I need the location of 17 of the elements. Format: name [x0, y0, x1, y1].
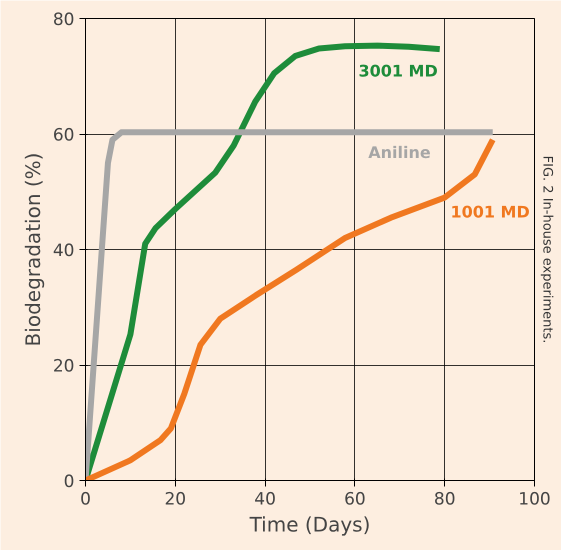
x-tick-label: 40 — [254, 490, 276, 510]
x-tick-label: 100 — [518, 490, 551, 510]
x-tick-label: 0 — [80, 490, 91, 510]
x-tick-label: 80 — [434, 490, 456, 510]
y-axis-title: Biodegradation (%) — [20, 152, 45, 346]
series-label: 1001 MD — [450, 202, 530, 222]
y-tick-label: 20 — [52, 356, 75, 376]
series-label: 3001 MD — [358, 62, 438, 81]
y-tick-label: 40 — [52, 241, 75, 261]
x-tick-label: 60 — [344, 490, 366, 510]
y-tick-label: 0 — [64, 472, 75, 492]
series-label: Aniline — [368, 142, 431, 162]
caption: FIG. 2 In-house experiments. — [540, 156, 554, 344]
y-tick-label: 80 — [52, 10, 75, 30]
y-tick-label: 60 — [52, 126, 75, 146]
x-axis-title: Time (Days) — [248, 512, 370, 536]
x-tick-label: 20 — [164, 490, 186, 510]
